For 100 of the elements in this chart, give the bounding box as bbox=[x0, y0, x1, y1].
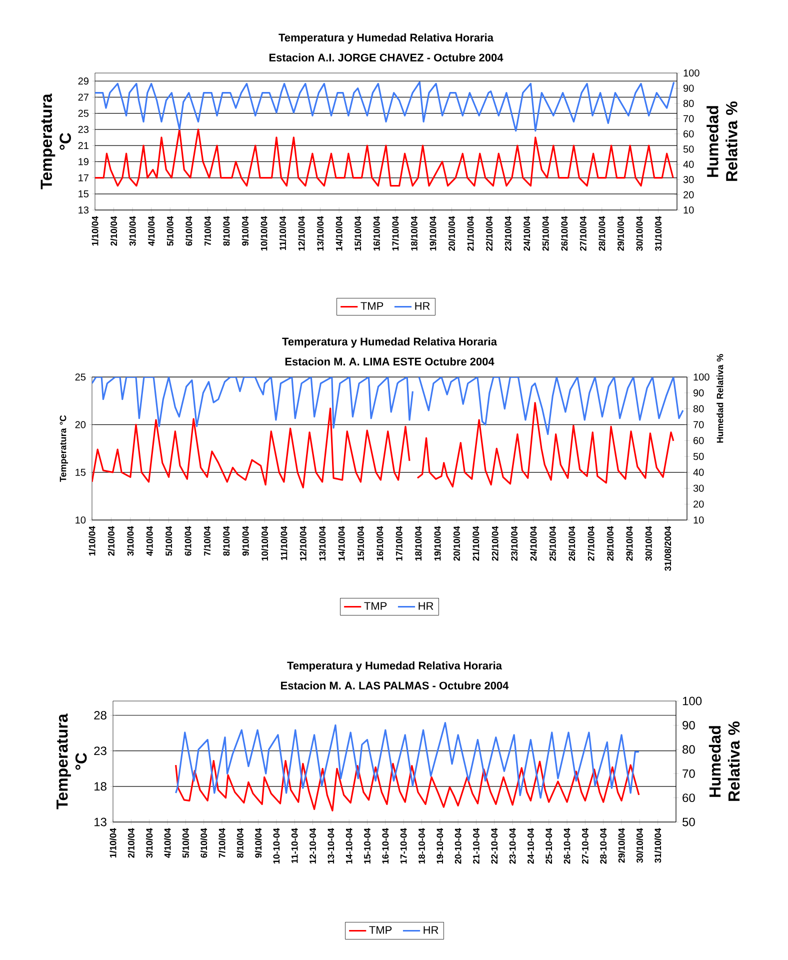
x-tick-label: 26/10/04 bbox=[561, 216, 568, 251]
y2-tick-label: 60 bbox=[682, 794, 695, 802]
y-tick-label: 19 bbox=[78, 158, 88, 166]
x-tick-label: 26/10/04 bbox=[568, 526, 576, 561]
y-tick-label: 10 bbox=[76, 516, 86, 524]
x-tick-label: 20/10/04 bbox=[448, 216, 456, 251]
x-tick-label: 7/10/04 bbox=[218, 828, 226, 858]
x-tick-label: 4/10/04 bbox=[146, 526, 153, 556]
y2-axis-title: Humedad Relativa % bbox=[716, 354, 724, 443]
x-tick-label: 8/10/04 bbox=[223, 216, 230, 246]
chart-title: Temperatura y Humedad Relativa Horaria bbox=[287, 661, 502, 672]
x-tick-label: 18/10/04 bbox=[410, 216, 418, 251]
x-tick-label: 1/10/04 bbox=[92, 216, 98, 246]
x-tick-label: 10/10/04 bbox=[261, 526, 268, 561]
x-tick-label: 19/10/04 bbox=[430, 216, 436, 251]
y-tick-label: 25 bbox=[75, 373, 86, 381]
line-series bbox=[175, 722, 640, 799]
line-series bbox=[175, 760, 640, 812]
x-tick-label: 28/10/04 bbox=[606, 526, 614, 561]
y-axis-title: Temperatura °C bbox=[40, 94, 71, 190]
x-tick-label: 30/10/04 bbox=[636, 216, 643, 251]
x-tick-label: 28/10/04 bbox=[598, 216, 606, 251]
x-tick-label: 1/10/04 bbox=[88, 526, 96, 556]
x-tick-label: 11-10-04 bbox=[291, 828, 298, 864]
x-tick-label: 27/10/04 bbox=[580, 216, 586, 251]
y-tick-label: 23 bbox=[78, 126, 89, 133]
y2-tick-label: 10 bbox=[684, 206, 694, 214]
y2-tick-label: 100 bbox=[694, 373, 710, 381]
x-tick-label: 23/10/04 bbox=[510, 526, 518, 561]
x-tick-label: 23-10-04 bbox=[509, 828, 516, 864]
y2-tick-label: 30 bbox=[683, 176, 694, 184]
y2-tick-label: 40 bbox=[693, 468, 704, 476]
x-tick-label: 26-10-04 bbox=[564, 828, 570, 864]
x-tick-label: 4/10/04 bbox=[164, 828, 171, 858]
x-tick-label: 6/10/04 bbox=[200, 828, 208, 858]
y2-tick-label: 100 bbox=[684, 69, 700, 77]
x-tick-label: 25/10/04 bbox=[549, 526, 556, 561]
y-tick-label: 28 bbox=[94, 711, 106, 720]
line-series bbox=[95, 81, 675, 132]
x-tick-label: 29/10/04 bbox=[626, 526, 633, 561]
x-tick-label: 16/10/04 bbox=[373, 216, 380, 251]
legend-label: HR bbox=[415, 302, 430, 310]
y2-tick-label: 90 bbox=[682, 720, 695, 730]
x-tick-label: 8/10/04 bbox=[236, 828, 244, 858]
x-tick-label: 15-10-04 bbox=[364, 828, 370, 864]
x-tick-label: 13/10/04 bbox=[318, 526, 326, 561]
y2-tick-label: 60 bbox=[684, 130, 694, 138]
x-tick-label: 5/10/04 bbox=[166, 216, 174, 246]
chart-subtitle: Estacion M. A. LIMA ESTE Octubre 2004 bbox=[285, 357, 494, 366]
x-tick-label: 14/10/04 bbox=[338, 526, 345, 561]
y-tick-label: 21 bbox=[78, 142, 88, 150]
x-tick-label: 21/10/04 bbox=[472, 526, 480, 561]
y2-tick-label: 50 bbox=[693, 452, 704, 460]
x-tick-label: 31/10/04 bbox=[654, 216, 662, 251]
line-series bbox=[95, 128, 674, 187]
x-tick-label: 3/10/04 bbox=[146, 828, 153, 858]
x-tick-label: 17/10/04 bbox=[392, 216, 399, 251]
y-axis-title: Temperatura °C bbox=[60, 415, 68, 482]
x-tick-label: 5/10/04 bbox=[182, 828, 189, 858]
x-tick-label: 15/10/04 bbox=[354, 216, 362, 251]
x-tick-label: 29/10/04 bbox=[618, 828, 625, 863]
x-tick-label: 15/10/04 bbox=[357, 526, 364, 561]
x-tick-label: 24/10/04 bbox=[523, 216, 530, 251]
x-tick-label: 6/10/04 bbox=[186, 216, 192, 246]
x-tick-label: 25-10-04 bbox=[546, 828, 552, 864]
legend-label: TMP bbox=[360, 302, 384, 310]
legend-label: HR bbox=[418, 602, 434, 610]
y2-tick-label: 80 bbox=[693, 405, 704, 412]
x-tick-label: 9/10/04 bbox=[254, 828, 262, 858]
x-tick-label: 3/10/04 bbox=[129, 216, 136, 246]
y2-tick-label: 70 bbox=[682, 769, 695, 778]
x-tick-label: 14-10-04 bbox=[346, 828, 352, 864]
y2-tick-label: 20 bbox=[694, 500, 704, 508]
x-tick-label: 11/10/04 bbox=[280, 526, 288, 560]
y-tick-label: 25 bbox=[78, 110, 89, 117]
legend-label: TMP bbox=[364, 602, 387, 610]
y-tick-label: 18 bbox=[94, 782, 106, 791]
y2-tick-label: 90 bbox=[684, 84, 694, 92]
x-tick-label: 30/10/04 bbox=[645, 526, 652, 561]
x-tick-label: 18-10-04 bbox=[418, 828, 425, 864]
y2-tick-label: 90 bbox=[694, 389, 704, 396]
x-tick-label: 20-10-04 bbox=[454, 828, 462, 864]
x-tick-label: 29/10/04 bbox=[617, 216, 624, 251]
x-tick-label: 17-10-04 bbox=[400, 828, 407, 864]
y2-tick-label: 20 bbox=[684, 191, 694, 198]
x-tick-label: 25/10/04 bbox=[542, 216, 549, 251]
x-tick-label: 21/10/04 bbox=[467, 216, 474, 251]
y-tick-label: 17 bbox=[78, 174, 88, 182]
x-tick-label: 27-10-04 bbox=[582, 828, 588, 864]
y2-tick-label: 80 bbox=[682, 745, 695, 754]
x-tick-label: 7/10/04 bbox=[204, 216, 211, 246]
x-tick-label: 31/08/2004 bbox=[664, 526, 672, 571]
x-tick-label: 11/10/04 bbox=[279, 216, 286, 250]
x-tick-label: 10/10/04 bbox=[260, 216, 268, 251]
x-tick-label: 9/10/04 bbox=[242, 526, 249, 556]
x-tick-label: 30/10/04 bbox=[636, 828, 644, 863]
x-tick-label: 24-10-04 bbox=[528, 828, 534, 864]
x-tick-label: 22/10/04 bbox=[486, 216, 493, 251]
y-tick-label: 13 bbox=[94, 818, 106, 826]
y-tick-label: 15 bbox=[78, 190, 89, 198]
